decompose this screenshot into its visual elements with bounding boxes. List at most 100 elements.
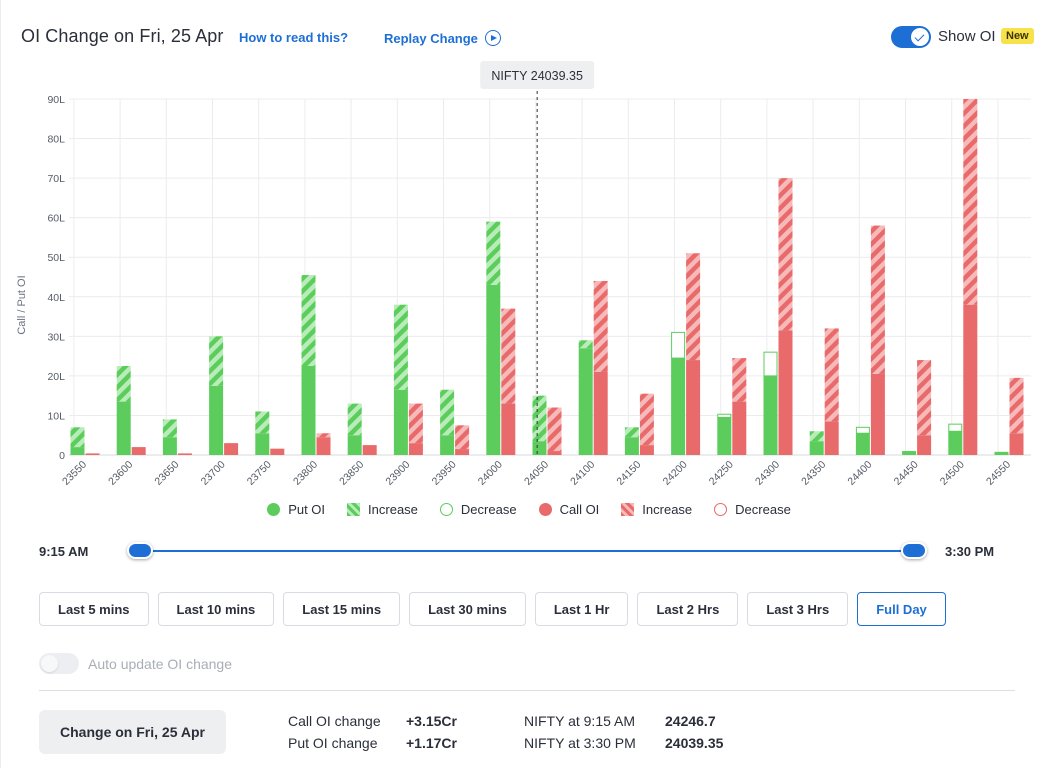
legend-put-oi[interactable]: Put OI xyxy=(267,502,325,517)
call-oi-bar xyxy=(1009,433,1024,455)
call-oi-bar xyxy=(316,437,331,455)
range-button-last-1-hr[interactable]: Last 1 Hr xyxy=(534,592,629,626)
slider-track[interactable] xyxy=(139,550,914,552)
call-increase-bar xyxy=(778,178,793,331)
legend-label: Put OI xyxy=(288,502,326,517)
call-oi-swatch xyxy=(538,503,552,516)
legend-label: Increase xyxy=(368,502,418,517)
legend-call-decrease[interactable]: Decrease xyxy=(714,502,791,517)
put-increase-swatch xyxy=(347,503,361,516)
range-buttons: Last 5 mins Last 10 mins Last 15 mins La… xyxy=(39,592,946,626)
call-increase-bar xyxy=(547,407,562,452)
put-increase-bar xyxy=(162,419,177,438)
put-oi-bar xyxy=(440,435,455,455)
put-increase-bar xyxy=(70,427,85,448)
x-tick-label: 23800 xyxy=(291,459,320,488)
x-tick-label: 24100 xyxy=(568,459,597,488)
put-increase-bar xyxy=(347,403,362,436)
new-badge: New xyxy=(1001,28,1034,44)
range-button-full-day[interactable]: Full Day xyxy=(857,592,946,626)
range-button-last-3-hrs[interactable]: Last 3 Hrs xyxy=(747,592,849,626)
x-tick-label: 24350 xyxy=(799,459,828,488)
change-date-button[interactable]: Change on Fri, 25 Apr xyxy=(39,710,226,754)
put-increase-bar xyxy=(440,389,455,436)
time-range-slider: 9:15 AM 3:30 PM xyxy=(1,540,1046,564)
x-tick-label: 24500 xyxy=(938,459,967,488)
replay-change-link[interactable]: Replay Change xyxy=(384,30,501,46)
put-oi-bar xyxy=(301,366,316,455)
legend-put-increase[interactable]: Increase xyxy=(347,502,418,517)
call-oi-bar xyxy=(963,304,978,455)
call-increase-swatch xyxy=(621,503,635,516)
range-button-last-5-mins[interactable]: Last 5 mins xyxy=(39,592,149,626)
legend-put-decrease[interactable]: Decrease xyxy=(439,502,517,517)
x-tick-label: 23750 xyxy=(245,459,274,488)
legend-call-oi[interactable]: Call OI xyxy=(538,502,599,517)
y-tick-label: 50L xyxy=(47,252,65,264)
x-tick-label: 24200 xyxy=(661,459,690,488)
x-tick-label: 24250 xyxy=(707,459,736,488)
put-increase-bar xyxy=(255,411,270,434)
slider-end-handle[interactable] xyxy=(901,542,927,559)
call-increase-bar xyxy=(824,328,839,422)
slider-start-time: 9:15 AM xyxy=(39,544,89,559)
put-oi-bar xyxy=(624,437,639,455)
call-oi-bar xyxy=(593,371,608,455)
put-oi-bar xyxy=(532,441,547,455)
chart-legend: Put OI Increase Decrease Call OI Increas… xyxy=(1,502,1046,517)
x-tick-label: 23900 xyxy=(383,459,412,488)
put-oi-bar xyxy=(948,431,963,455)
call-increase-bar xyxy=(917,360,932,436)
put-oi-bar xyxy=(763,375,778,455)
put-oi-bar xyxy=(347,435,362,455)
legend-call-increase[interactable]: Increase xyxy=(621,502,692,517)
put-oi-bar xyxy=(255,433,270,455)
call-oi-bar xyxy=(177,453,192,455)
y-tick-label: 70L xyxy=(47,173,65,185)
put-increase-bar xyxy=(486,221,501,285)
x-tick-label: 23550 xyxy=(60,459,89,488)
put-increase-bar xyxy=(578,340,593,349)
call-increase-bar xyxy=(1009,377,1024,434)
oi-bar-chart: 0 10L 20L 30L 40L 50L 60L 70L 80L 90L 23550 23600 23… xyxy=(16,61,1031,488)
put-oi-bar xyxy=(855,433,870,455)
put-decrease-bar xyxy=(948,423,963,432)
nifty-end-value: 24039.35 xyxy=(665,735,724,751)
range-button-last-15-mins[interactable]: Last 15 mins xyxy=(283,592,401,626)
call-oi-bar xyxy=(362,445,377,455)
put-oi-bar xyxy=(486,284,501,455)
call-increase-bar xyxy=(870,225,885,374)
put-oi-bar xyxy=(162,437,177,455)
call-increase-bar xyxy=(732,358,747,402)
put-oi-change-value: +1.17Cr xyxy=(406,735,457,751)
put-oi-bar xyxy=(671,358,686,455)
x-tick-label: 23650 xyxy=(152,459,181,488)
call-oi-change-value: +3.15Cr xyxy=(406,713,457,729)
put-decrease-bar xyxy=(671,331,686,359)
y-axis-label: Call / Put OI xyxy=(16,275,28,334)
call-oi-bar xyxy=(547,451,562,455)
put-oi-bar xyxy=(902,451,917,455)
range-button-last-30-mins[interactable]: Last 30 mins xyxy=(409,592,526,626)
call-oi-bar xyxy=(778,330,793,455)
toggle-knob xyxy=(41,655,58,672)
y-tick-label: 20L xyxy=(47,371,65,383)
call-decrease-swatch xyxy=(714,503,728,516)
show-oi-toggle[interactable] xyxy=(891,26,931,48)
put-increase-bar xyxy=(301,275,316,366)
put-increase-bar xyxy=(116,366,131,402)
auto-update-toggle[interactable] xyxy=(39,653,79,674)
range-button-last-10-mins[interactable]: Last 10 mins xyxy=(157,592,275,626)
x-tick-label: 24300 xyxy=(753,459,782,488)
range-button-last-2-hrs[interactable]: Last 2 Hrs xyxy=(637,592,739,626)
how-to-read-link[interactable]: How to read this? xyxy=(239,30,349,45)
x-tick-label: 24550 xyxy=(984,459,1013,488)
legend-label: Increase xyxy=(642,502,693,517)
x-tick-label: 24000 xyxy=(476,459,505,488)
call-increase-bar xyxy=(963,99,978,305)
put-decrease-bar xyxy=(717,413,732,418)
put-increase-bar xyxy=(624,427,639,438)
put-oi-bar xyxy=(809,441,824,455)
y-tick-label: 30L xyxy=(47,331,65,343)
slider-start-handle[interactable] xyxy=(127,542,153,559)
